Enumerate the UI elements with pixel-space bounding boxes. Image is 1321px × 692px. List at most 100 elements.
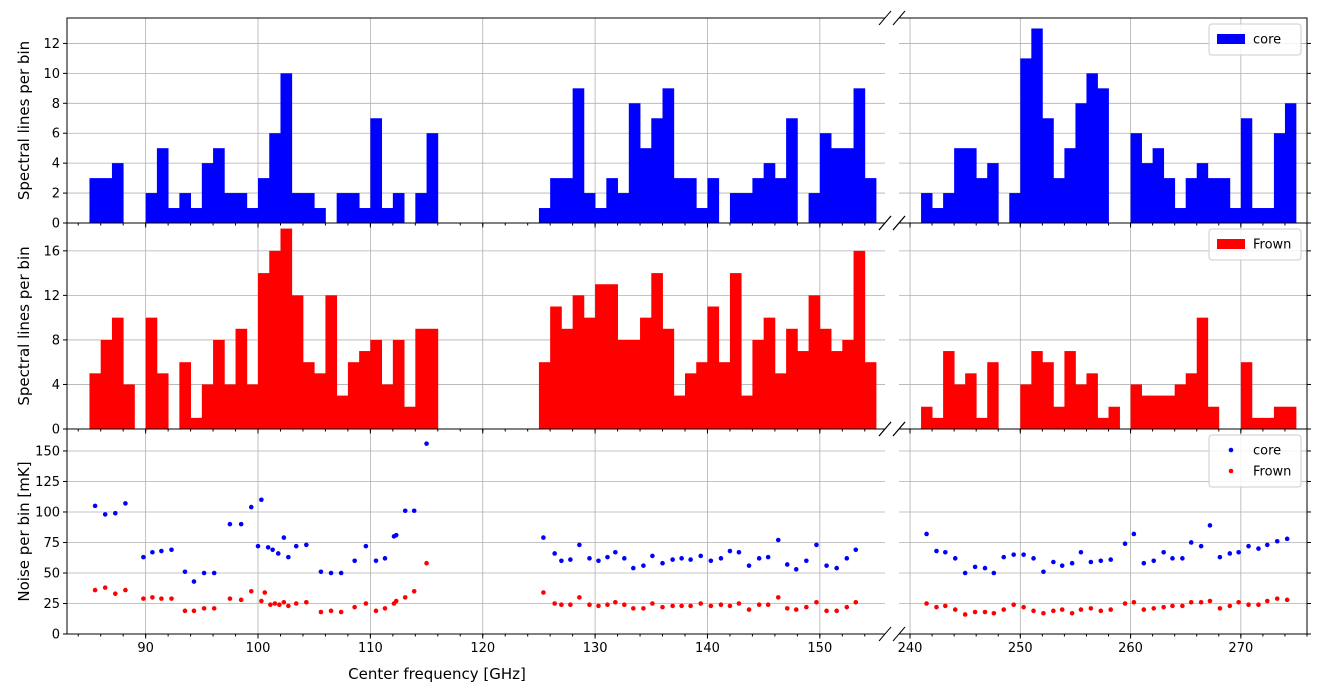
x-axis-label: Center frequency [GHz] xyxy=(348,665,526,683)
scatter-point xyxy=(844,556,850,561)
legend-label: core xyxy=(1253,33,1281,48)
break-slash xyxy=(878,626,892,642)
bar xyxy=(347,193,360,223)
scatter-point xyxy=(1227,551,1233,556)
scatter-point xyxy=(141,554,146,560)
bar xyxy=(921,193,933,223)
scatter-point xyxy=(191,608,197,614)
bar xyxy=(819,133,832,223)
break-slash xyxy=(878,215,892,231)
scatter-point xyxy=(277,602,282,608)
bar xyxy=(853,250,866,429)
bar xyxy=(1130,384,1142,429)
axis-break-marks xyxy=(878,421,906,642)
bar xyxy=(1075,384,1087,429)
scatter-point xyxy=(238,521,244,527)
y-tick-label: 12 xyxy=(43,37,60,52)
bar xyxy=(347,362,360,429)
bar xyxy=(1284,103,1297,223)
bar xyxy=(168,208,180,223)
scatter-point xyxy=(262,590,268,595)
bar xyxy=(718,362,731,429)
scatter-point xyxy=(853,547,859,553)
bar xyxy=(1229,208,1242,223)
bar xyxy=(1141,395,1154,429)
x-tick-label: 240 xyxy=(898,641,923,656)
bar xyxy=(370,118,383,223)
y-tick-label: 12 xyxy=(43,289,60,304)
scatter-point xyxy=(746,607,752,612)
legend-label: core xyxy=(1253,444,1281,459)
y-tick-label: 10 xyxy=(43,67,60,82)
scatter-point xyxy=(265,545,271,550)
bar xyxy=(302,362,315,429)
scatter-point xyxy=(679,556,684,561)
bar xyxy=(774,373,787,429)
scatter-point xyxy=(736,549,742,555)
scatter-point xyxy=(765,602,771,608)
scatter-point xyxy=(924,601,929,606)
bar xyxy=(1163,178,1176,223)
scatter-point xyxy=(1161,604,1166,610)
scatter-point xyxy=(793,567,799,572)
scatter-point xyxy=(1088,606,1094,611)
scatter-point xyxy=(708,558,714,564)
x-tick-label: 270 xyxy=(1228,641,1253,656)
axis-break-marks xyxy=(878,10,906,231)
bar xyxy=(1240,362,1253,429)
scatter-point xyxy=(844,604,850,610)
scatter-point xyxy=(991,570,997,576)
bar xyxy=(1108,406,1120,429)
bar xyxy=(359,208,371,223)
x-tick-label: 260 xyxy=(1118,641,1143,656)
scatter-point xyxy=(660,560,665,566)
x-tick-label: 90 xyxy=(137,641,154,656)
scatter-point xyxy=(182,608,188,614)
bar xyxy=(954,384,966,429)
bar xyxy=(595,284,607,429)
scatter-point xyxy=(596,558,601,564)
scatter-point xyxy=(318,609,324,615)
scatter-point xyxy=(352,558,357,564)
bar xyxy=(943,351,955,429)
y-tick-label: 16 xyxy=(43,244,60,259)
scatter-point xyxy=(952,556,958,561)
scatter-point xyxy=(1284,536,1290,542)
scatter-point xyxy=(182,569,188,575)
scatter-point xyxy=(1098,608,1104,614)
bar xyxy=(741,193,753,223)
scatter-point xyxy=(373,558,379,564)
bar xyxy=(853,88,866,223)
bar xyxy=(831,351,843,429)
bar xyxy=(1284,406,1297,429)
scatter-point xyxy=(248,588,254,594)
bar xyxy=(1141,163,1154,223)
bar xyxy=(145,317,158,429)
bar xyxy=(1174,208,1187,223)
scatter-point xyxy=(934,604,939,610)
scatter-point xyxy=(541,590,546,595)
scatter-point xyxy=(169,547,174,553)
scatter-point xyxy=(982,565,988,571)
bar xyxy=(314,208,326,223)
scatter-point xyxy=(568,602,573,608)
bar xyxy=(190,208,203,223)
scatter-point xyxy=(286,603,291,609)
frame-right xyxy=(899,428,1308,635)
bar xyxy=(123,384,135,429)
scatter-point xyxy=(727,603,733,609)
scatter-point xyxy=(670,603,675,609)
y-tick-label: 50 xyxy=(43,566,60,581)
scatter-point xyxy=(972,609,978,615)
bar xyxy=(1020,384,1032,429)
scatter-point xyxy=(1217,606,1223,611)
bar xyxy=(1042,118,1054,223)
bar xyxy=(89,373,102,429)
scatter-point xyxy=(382,556,388,561)
scatter-point xyxy=(1180,603,1185,609)
scatter-point xyxy=(1207,523,1213,528)
bar xyxy=(1020,58,1032,223)
scatter-point xyxy=(393,598,399,604)
